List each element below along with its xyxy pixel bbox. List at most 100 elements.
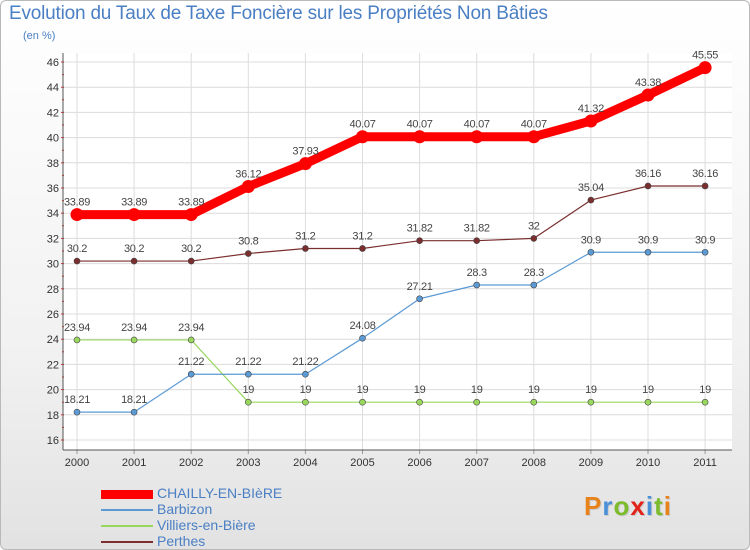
y-unit-label: (en %)	[23, 30, 56, 42]
data-label: 40.07	[521, 119, 547, 131]
data-point	[73, 408, 81, 416]
data-label: 23.94	[121, 322, 147, 334]
y-tick-label: 28	[47, 284, 59, 296]
data-label: 40.07	[349, 119, 375, 131]
y-tick-label: 26	[47, 309, 59, 321]
data-point	[587, 196, 595, 204]
data-label: 33.89	[121, 197, 147, 209]
x-tick-label: 2004	[293, 457, 317, 469]
data-label: 18.21	[64, 394, 90, 406]
data-point	[473, 281, 481, 289]
x-tick-label: 2007	[464, 457, 488, 469]
data-point	[184, 208, 198, 222]
data-label: 41.32	[578, 103, 604, 115]
data-point	[359, 398, 366, 406]
data-point	[644, 182, 652, 190]
data-label: 19	[642, 384, 654, 396]
y-tick-label: 22	[47, 359, 59, 371]
data-label: 36.12	[235, 168, 261, 180]
data-label: 30.9	[638, 234, 658, 246]
legend-label: Barbizon	[157, 501, 213, 517]
data-point	[587, 398, 595, 406]
data-point	[187, 336, 195, 344]
series-line	[76, 251, 706, 413]
data-label: 19	[357, 384, 369, 396]
data-point	[470, 130, 484, 144]
data-label: 19	[471, 384, 483, 396]
x-tick-label: 2003	[236, 457, 260, 469]
data-label: 31.82	[407, 223, 433, 235]
data-label: 37.93	[292, 146, 318, 158]
x-tick-label: 2011	[693, 457, 717, 469]
data-point	[698, 61, 712, 75]
data-label: 33.89	[64, 197, 90, 209]
data-point	[701, 398, 709, 406]
data-label: 19	[585, 384, 597, 396]
data-label: 36.16	[635, 168, 661, 180]
x-tick-label: 2009	[579, 457, 603, 469]
x-tick-label: 2008	[522, 457, 546, 469]
x-tick-label: 2005	[350, 457, 374, 469]
x-tick-label: 2002	[179, 457, 203, 469]
y-tick-label: 38	[47, 158, 59, 170]
data-label: 27.21	[407, 281, 433, 293]
data-label: 30.9	[695, 234, 715, 246]
data-point	[473, 237, 481, 244]
data-point	[302, 245, 309, 252]
data-point	[298, 157, 312, 171]
data-label: 19	[528, 384, 540, 396]
data-point	[530, 281, 538, 289]
x-tick-label: 2000	[65, 457, 89, 469]
data-label: 21.22	[178, 356, 204, 368]
data-label: 31.82	[464, 223, 490, 235]
data-label: 28.3	[524, 267, 544, 279]
x-tick-label: 2001	[122, 457, 146, 469]
data-point	[644, 398, 652, 406]
data-label: 30.2	[181, 243, 201, 255]
data-point	[416, 295, 423, 303]
data-label: 19	[414, 384, 426, 396]
legend-label: Villiers-en-Bière	[157, 517, 256, 533]
data-label: 32	[528, 220, 540, 232]
legend-swatch	[101, 509, 153, 511]
chart-title: Evolution du Taux de Taxe Foncière sur l…	[9, 3, 548, 24]
data-point	[73, 336, 81, 344]
data-label: 43.38	[635, 77, 661, 89]
y-tick-label: 44	[47, 82, 59, 94]
data-label: 19	[242, 384, 254, 396]
data-point	[473, 398, 481, 406]
y-tick-label: 32	[47, 233, 59, 245]
data-label: 31.2	[295, 230, 315, 242]
data-point	[70, 208, 84, 222]
data-point	[530, 235, 538, 242]
data-point	[413, 130, 427, 144]
y-tick-label: 18	[47, 410, 59, 422]
y-tick-label: 36	[47, 183, 59, 195]
data-label: 45.55	[692, 50, 718, 62]
data-point	[241, 179, 255, 193]
data-point	[130, 336, 138, 344]
data-label: 30.2	[124, 243, 144, 255]
data-label: 28.3	[467, 267, 487, 279]
data-point	[73, 257, 81, 265]
legend-swatch	[101, 525, 153, 527]
data-point	[641, 88, 655, 102]
data-point	[245, 398, 252, 406]
data-point	[302, 398, 309, 406]
y-tick-label: 16	[47, 435, 59, 447]
data-label: 21.22	[292, 356, 318, 368]
data-label: 40.07	[407, 119, 433, 131]
data-point	[701, 248, 709, 256]
data-label: 18.21	[121, 394, 147, 406]
data-point	[302, 370, 309, 378]
legend-swatch	[101, 490, 153, 499]
data-point	[530, 398, 538, 406]
plot-area	[63, 53, 732, 450]
x-tick-label: 2010	[636, 457, 660, 469]
data-point	[356, 130, 369, 144]
series-line	[76, 185, 706, 262]
data-label: 19	[300, 384, 312, 396]
data-point	[187, 370, 195, 378]
y-tick-label: 34	[47, 208, 59, 220]
